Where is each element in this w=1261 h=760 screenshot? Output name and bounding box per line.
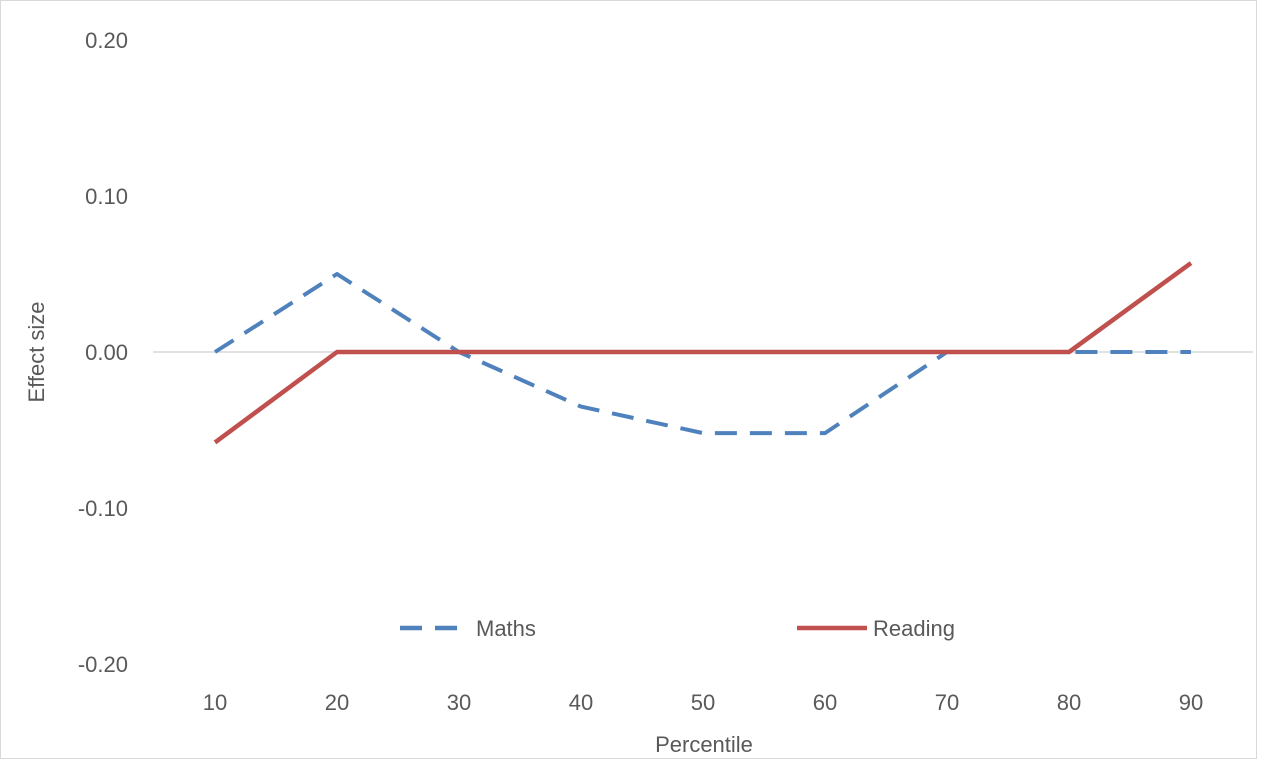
series-line-reading — [213, 261, 1193, 445]
legend-label-reading: Reading — [873, 616, 955, 641]
x-tick-label: 40 — [569, 690, 593, 715]
y-tick-label: 0.10 — [85, 184, 128, 209]
x-tick-label: 10 — [203, 690, 227, 715]
legend-label-maths: Maths — [476, 616, 536, 641]
y-tick-label: 0.00 — [85, 340, 128, 365]
legend: Maths Reading — [400, 616, 955, 641]
series-line-maths — [213, 272, 1191, 436]
x-tick-label: 30 — [447, 690, 471, 715]
series-lines — [213, 261, 1193, 445]
x-tick-label: 20 — [325, 690, 349, 715]
y-tick-label: -0.10 — [78, 496, 128, 521]
y-tick-label: -0.20 — [78, 652, 128, 677]
x-tick-label: 90 — [1179, 690, 1203, 715]
x-tick-label: 50 — [691, 690, 715, 715]
x-tick-labels: 10 20 30 40 50 60 70 80 90 — [203, 690, 1203, 715]
x-tick-label: 70 — [935, 690, 959, 715]
y-axis-label: Effect size — [24, 301, 49, 402]
y-tick-label: 0.20 — [85, 28, 128, 53]
x-tick-label: 60 — [813, 690, 837, 715]
y-tick-labels: 0.20 0.10 0.00 -0.10 -0.20 — [78, 28, 128, 677]
x-axis-label: Percentile — [655, 732, 753, 757]
x-tick-label: 80 — [1057, 690, 1081, 715]
